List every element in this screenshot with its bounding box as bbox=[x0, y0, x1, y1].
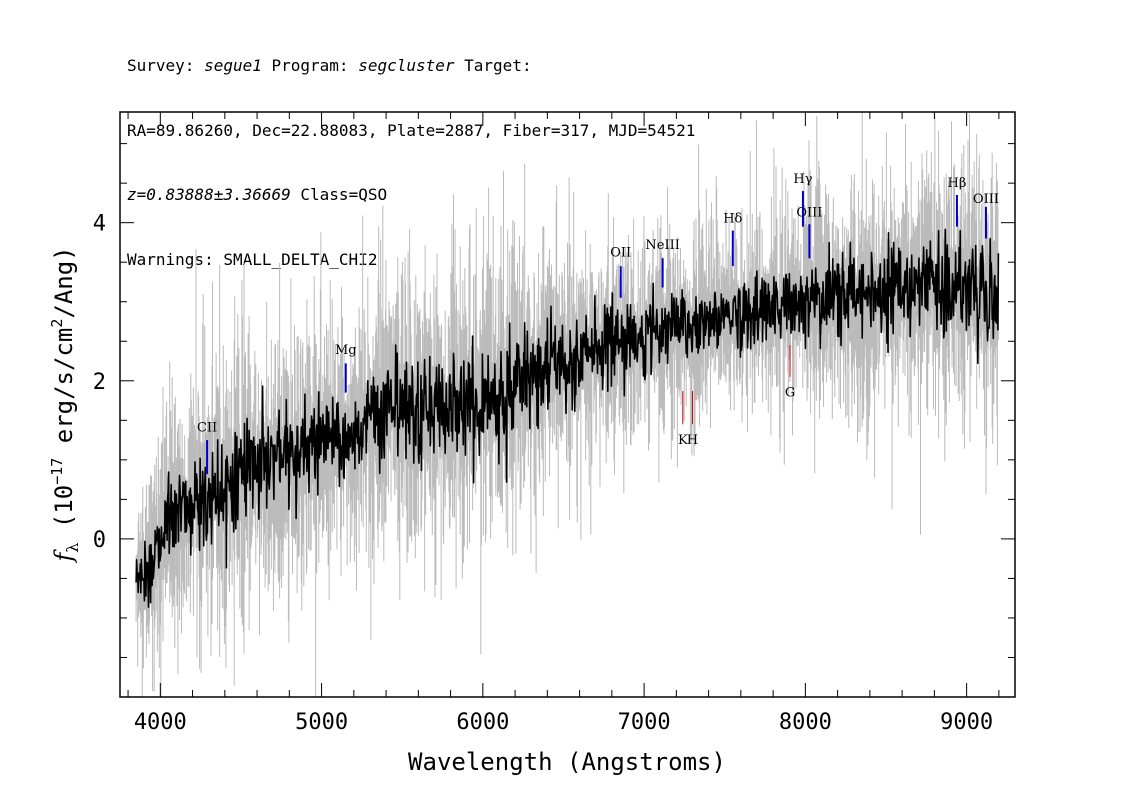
flux-series bbox=[135, 228, 1000, 608]
y-axis-unit-close: /Ang) bbox=[50, 246, 78, 318]
x-tick-label-3: 7000 bbox=[618, 710, 671, 735]
line-label-3: NeIII bbox=[645, 238, 679, 253]
line-label-1: Mg bbox=[335, 343, 357, 358]
plot-frame bbox=[119, 111, 1016, 698]
header-line-redshift: z=0.83888±3.36669 Class=QSO bbox=[127, 184, 695, 206]
x-tick-label-5: 9000 bbox=[940, 710, 993, 735]
y-axis-exp2: 2 bbox=[48, 319, 66, 328]
error-series bbox=[135, 112, 999, 697]
target-label: Target: bbox=[454, 56, 532, 75]
axis-ticks bbox=[120, 112, 1015, 697]
axis-tick-labels: 4000 5000 6000 7000 8000 9000 0 2 4 bbox=[93, 212, 993, 735]
flux-line-path bbox=[135, 228, 1000, 608]
survey-label: Survey: bbox=[127, 56, 205, 75]
line-annotations: CII Mg OII NeIII Hδ Hγ OIII Hβ OIII K H G bbox=[197, 172, 999, 475]
y-tick-label-2: 4 bbox=[93, 212, 106, 237]
program-label: Program: bbox=[261, 56, 359, 75]
line-label-2: OII bbox=[610, 246, 631, 261]
x-tick-label-1: 5000 bbox=[295, 710, 348, 735]
x-tick-label-4: 8000 bbox=[779, 710, 832, 735]
y-axis-exp1: −17 bbox=[48, 458, 66, 485]
line-label-11: G bbox=[785, 386, 795, 401]
header-line-survey: Survey: segue1 Program: segcluster Targe… bbox=[127, 55, 695, 77]
x-tick-label-0: 4000 bbox=[134, 710, 187, 735]
y-axis-unit-mid: erg/s/cm bbox=[50, 328, 78, 458]
line-label-9: K bbox=[678, 433, 688, 448]
line-label-5: Hγ bbox=[793, 172, 812, 187]
program-value: segcluster bbox=[358, 56, 455, 75]
line-label-10: H bbox=[687, 433, 698, 448]
header-line-coordinates: RA=89.86260, Dec=22.88083, Plate=2887, F… bbox=[127, 120, 696, 140]
y-axis-unit-open: (10 bbox=[50, 485, 78, 543]
line-label-0: CII bbox=[197, 420, 217, 435]
header-line-warnings: Warnings: SMALL_DELTA_CHI2 bbox=[127, 249, 378, 269]
survey-value: segue1 bbox=[204, 56, 262, 75]
redshift-value: z=0.83888±3.36669 bbox=[127, 185, 291, 204]
line-label-4: Hδ bbox=[723, 212, 742, 227]
error-band-path bbox=[135, 112, 999, 697]
y-tick-label-1: 2 bbox=[93, 370, 106, 395]
y-axis-lambda: λ bbox=[63, 543, 82, 553]
x-tick-label-2: 6000 bbox=[456, 710, 509, 735]
class-value: Class=QSO bbox=[290, 185, 388, 204]
y-axis-title: fλ (10−17 erg/s/cm2/Ang) bbox=[48, 246, 82, 563]
line-label-8: OIII bbox=[973, 192, 999, 207]
line-label-6: OIII bbox=[796, 205, 822, 220]
chart-header: Survey: segue1 Program: segcluster Targe… bbox=[127, 12, 695, 292]
y-tick-label-0: 0 bbox=[93, 528, 106, 553]
x-axis-title: Wavelength (Angstroms) bbox=[408, 748, 726, 776]
line-label-7: Hβ bbox=[948, 176, 967, 191]
